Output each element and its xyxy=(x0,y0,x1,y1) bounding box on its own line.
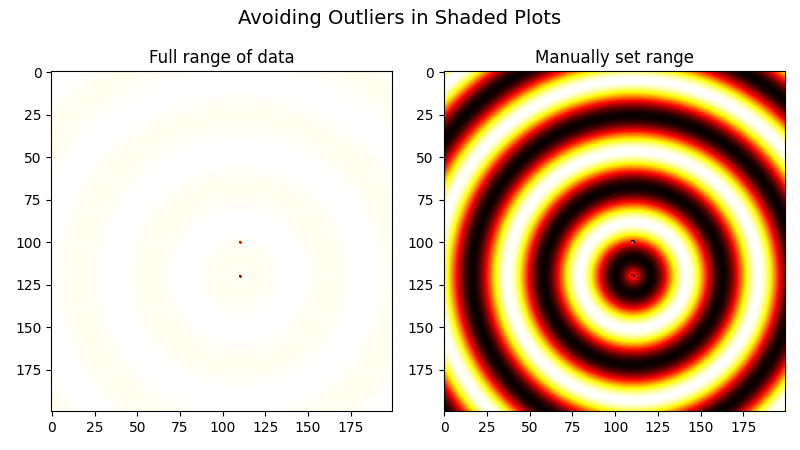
Title: Manually set range: Manually set range xyxy=(534,49,694,67)
Title: Full range of data: Full range of data xyxy=(149,49,294,67)
Text: Avoiding Outliers in Shaded Plots: Avoiding Outliers in Shaded Plots xyxy=(238,9,562,28)
